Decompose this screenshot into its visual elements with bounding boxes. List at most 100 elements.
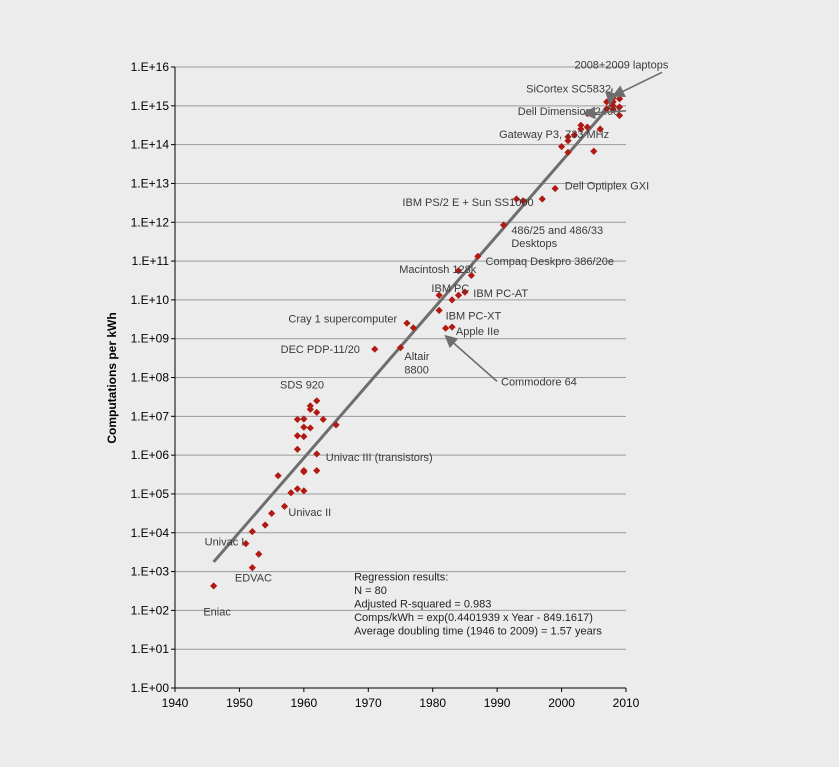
regression-text-line: N = 80: [354, 585, 387, 597]
data-point: [396, 344, 405, 352]
x-tick-label: 2010: [613, 696, 640, 710]
y-tick-label: 1.E+12: [131, 215, 170, 229]
annotation-label: Univac III (transistors): [326, 452, 433, 464]
y-tick-label: 1.E+04: [131, 526, 170, 540]
data-point: [306, 402, 314, 410]
x-tick-label: 1970: [355, 696, 382, 710]
axes: [174, 67, 626, 689]
data-point: [287, 489, 295, 497]
data-point: [300, 432, 308, 441]
y-tick-label: 1.E+16: [131, 60, 170, 74]
x-tick-label: 1990: [484, 696, 511, 710]
y-tick-label: 1.E+05: [131, 487, 170, 501]
data-point: [300, 423, 308, 431]
regression-trend-line: [212, 100, 615, 563]
data-point: [454, 291, 463, 299]
data-point: [577, 125, 585, 133]
regression-text-line: Average doubling time (1946 to 2009) = 1…: [354, 625, 602, 637]
annotation-label: IBM PS/2 E + Sun SS1000: [402, 197, 533, 209]
data-point: [538, 195, 546, 203]
annotation-label: 2008+2009 laptops: [574, 59, 668, 71]
annotation-label: IBM PC: [431, 283, 469, 295]
y-tick-label: 1.E+00: [131, 681, 170, 695]
x-tick-label: 2000: [548, 696, 575, 710]
data-point: [332, 421, 340, 429]
data-point: [255, 550, 263, 558]
annotation-label: EDVAC: [235, 572, 272, 584]
y-tick-labels: 1.E+00 1.E+01 1.E+02 1.E+03 1.E+04 1.E+05 1.E+…: [131, 60, 170, 695]
data-point: [448, 296, 456, 304]
annotation-label: Macintosh 128k: [399, 264, 477, 276]
annotation-arrow: [611, 71, 663, 97]
data-point: [454, 267, 463, 275]
y-tick-label: 1.E+06: [131, 448, 170, 462]
y-tick-label: 1.E+10: [131, 293, 170, 307]
data-point: [300, 487, 308, 495]
data-point: [564, 133, 572, 141]
data-point: [564, 148, 572, 156]
data-points: [210, 94, 624, 590]
data-point: [409, 324, 417, 332]
annotation-label: Dell Optiplex GXI: [565, 180, 649, 192]
data-point: [467, 271, 475, 280]
data-point: [248, 527, 256, 536]
annotation-label: Univac II: [288, 507, 331, 519]
annotation-label: 8800: [404, 365, 428, 377]
annotation-arrow: [444, 334, 498, 382]
data-point: [570, 131, 579, 139]
y-tick-label: 1.E+03: [131, 565, 170, 579]
data-point: [615, 95, 624, 103]
data-point: [293, 415, 302, 424]
annotation-arrow: [582, 106, 627, 120]
x-tick-label: 1960: [291, 696, 318, 710]
data-point: [442, 324, 450, 332]
data-point: [448, 323, 456, 331]
annotation-label: Eniac: [203, 607, 231, 619]
data-point: [609, 102, 617, 110]
data-point: [293, 445, 302, 453]
data-point: [300, 415, 308, 423]
annotation-label: Compaq Deskpro 386/20e: [486, 256, 614, 268]
data-point: [403, 319, 411, 327]
annotation-label: SiCortex SC5832: [526, 83, 611, 95]
data-point: [435, 306, 443, 314]
data-point: [313, 467, 321, 475]
y-tick-label: 1.E+14: [131, 138, 170, 152]
y-tick-label: 1.E+07: [131, 409, 170, 423]
y-tick-label: 1.E+01: [131, 642, 170, 656]
data-point: [313, 450, 321, 458]
annotation-label: SDS 920: [280, 379, 324, 391]
x-tick-label: 1950: [226, 696, 253, 710]
x-tick-labels: 1940 1950 1960 1970 1980 1990 2000 2010: [162, 688, 640, 710]
gridlines: [171, 66, 626, 689]
data-point: [596, 125, 604, 133]
annotation-label: Cray 1 supercomputer: [288, 314, 397, 326]
data-point: [512, 195, 521, 203]
annotation-label: IBM PC-XT: [446, 310, 502, 322]
data-point: [583, 123, 591, 131]
data-point: [499, 221, 508, 229]
data-point: [300, 467, 308, 475]
data-point: [603, 105, 611, 113]
data-point: [319, 415, 327, 424]
x-tick-label: 1980: [419, 696, 446, 710]
annotation-label: Commodore 64: [501, 376, 577, 388]
data-point: [557, 142, 566, 151]
data-point: [461, 288, 469, 296]
annotation-label: Gateway P3, 733 MHz: [499, 129, 609, 141]
data-point: [577, 121, 585, 129]
data-point: [551, 184, 559, 193]
data-point: [371, 345, 379, 353]
data-point: [293, 432, 302, 440]
data-point: [519, 197, 527, 205]
annotation-label: 486/25 and 486/33: [511, 225, 603, 237]
data-point: [248, 564, 256, 572]
y-axis-label: Computations per kWh: [105, 312, 119, 443]
x-tick-label: 1940: [162, 696, 189, 710]
y-tick-label: 1.E+11: [132, 254, 170, 268]
y-tick-label: 1.E+13: [131, 176, 170, 190]
data-point: [474, 252, 482, 261]
